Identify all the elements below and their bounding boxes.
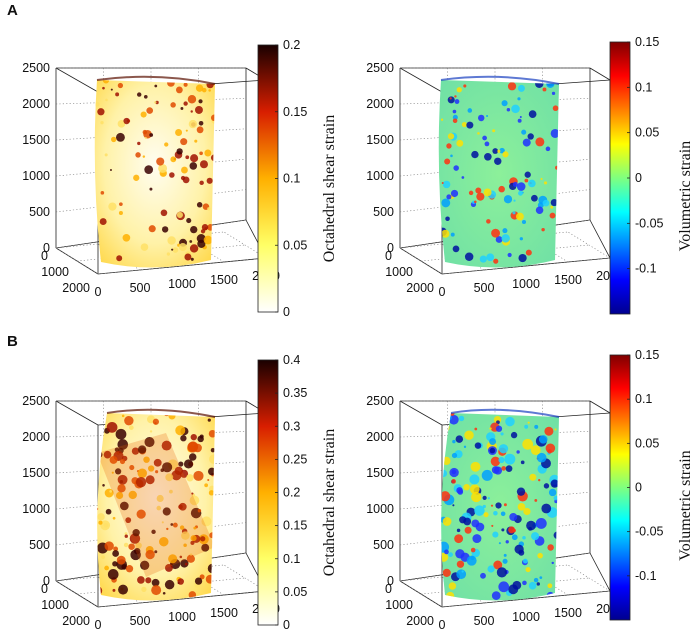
z-tick-label: 1500 bbox=[22, 133, 50, 147]
z-tick-label: 500 bbox=[29, 205, 50, 219]
colorbar-title: Volumetric strain bbox=[677, 141, 694, 251]
panel-label-a: A bbox=[7, 2, 18, 19]
colorbar-tick-label: 0.05 bbox=[635, 436, 659, 450]
z-tick-label: 1000 bbox=[22, 502, 50, 516]
y-tick-label: 1000 bbox=[41, 598, 69, 612]
subplot-0: 0 500 1000 1500 2000 2500 0 1000 2000 0 500 1000 150… bbox=[22, 38, 338, 319]
colorbar-tick-label: -0.1 bbox=[635, 262, 657, 276]
y-tick-label: 0 bbox=[41, 582, 48, 596]
colorbar-tick-label: 0.2 bbox=[283, 486, 300, 500]
z-tick-label: 1000 bbox=[366, 502, 394, 516]
z-tick-label: 1000 bbox=[22, 169, 50, 183]
z-tick-label: 1500 bbox=[22, 466, 50, 480]
colorbar-title: Octahedral shear strain bbox=[321, 115, 338, 262]
colorbar-tick-label: 0.3 bbox=[283, 419, 300, 433]
colorbar-tick-label: 0.05 bbox=[283, 238, 307, 252]
x-tick-label: 1500 bbox=[210, 273, 238, 287]
z-tick-label: 0 bbox=[387, 241, 394, 255]
x-tick-label: 1500 bbox=[554, 606, 582, 620]
x-tick-label: 1000 bbox=[512, 277, 540, 291]
z-tick-label: 2000 bbox=[366, 430, 394, 444]
x-tick-label: 1000 bbox=[512, 610, 540, 624]
colorbar-tick-label: 0.05 bbox=[283, 585, 307, 599]
z-tick-label: 1000 bbox=[366, 169, 394, 183]
x-tick-label: 500 bbox=[474, 614, 495, 628]
y-tick-label: 2000 bbox=[62, 614, 90, 628]
y-tick-label: 2000 bbox=[62, 281, 90, 295]
x-tick-label: 1500 bbox=[210, 606, 238, 620]
colorbar-title: Volumetric strain bbox=[677, 450, 694, 560]
specimen-volume bbox=[94, 80, 215, 268]
colorbar-title: Octahedral shear strain bbox=[321, 429, 338, 576]
z-tick-label: 2500 bbox=[366, 61, 394, 75]
subplot-3: 0 500 1000 1500 2000 2500 0 1000 2000 0 500 1000 150… bbox=[366, 348, 694, 629]
colorbar-tick-label: -0.1 bbox=[635, 569, 657, 583]
z-tick-label: 0 bbox=[387, 574, 394, 588]
x-tick-label: 500 bbox=[130, 614, 151, 628]
z-tick-label: 2500 bbox=[22, 61, 50, 75]
colorbar-tick-label: 0 bbox=[635, 171, 642, 185]
z-tick-label: 2000 bbox=[22, 430, 50, 444]
colorbar-tick-label: 0.15 bbox=[635, 348, 659, 362]
colorbar-tick-label: 0.15 bbox=[283, 105, 307, 119]
colorbar-tick-label: 0.4 bbox=[283, 353, 300, 367]
colorbar-tick-label: 0.35 bbox=[283, 386, 307, 400]
colorbar-tick-label: 0 bbox=[283, 618, 290, 629]
y-tick-label: 2000 bbox=[406, 281, 434, 295]
colorbar-tick-label: 0.05 bbox=[635, 126, 659, 140]
x-tick-label: 0 bbox=[439, 285, 446, 299]
x-tick-label: 500 bbox=[474, 281, 495, 295]
colorbar-tick-label: -0.05 bbox=[635, 216, 664, 230]
panel-label-b: B bbox=[7, 333, 18, 350]
strain-speckles bbox=[438, 80, 559, 264]
colorbar-tick-label: 0.1 bbox=[283, 552, 300, 566]
y-tick-label: 0 bbox=[41, 249, 48, 263]
colorbar-tick-label: 0.15 bbox=[283, 519, 307, 533]
strain-speckles bbox=[441, 413, 559, 601]
x-tick-label: 1000 bbox=[168, 610, 196, 624]
y-tick-label: 0 bbox=[385, 249, 392, 263]
z-tick-label: 1500 bbox=[366, 133, 394, 147]
y-tick-label: 2000 bbox=[406, 614, 434, 628]
colorbar-tick-label: 0.25 bbox=[283, 452, 307, 466]
z-tick-label: 0 bbox=[43, 241, 50, 255]
x-tick-label: 0 bbox=[439, 618, 446, 629]
y-tick-label: 1000 bbox=[385, 598, 413, 612]
z-tick-label: 500 bbox=[29, 538, 50, 552]
x-tick-label: 1000 bbox=[168, 277, 196, 291]
colorbar-tick-label: 0.1 bbox=[635, 392, 652, 406]
z-tick-label: 500 bbox=[373, 538, 394, 552]
colorbar-tick-label: 0 bbox=[635, 481, 642, 495]
y-tick-label: 1000 bbox=[41, 265, 69, 279]
z-tick-label: 2500 bbox=[366, 394, 394, 408]
x-tick-label: 500 bbox=[130, 281, 151, 295]
x-tick-label: 0 bbox=[95, 618, 102, 629]
colorbar-tick-label: -0.05 bbox=[635, 525, 664, 539]
colorbar-tick-label: 0.1 bbox=[283, 172, 300, 186]
colorbar-tick-label: 0.15 bbox=[635, 35, 659, 49]
z-tick-label: 500 bbox=[373, 205, 394, 219]
colorbar-tick-label: 0.2 bbox=[283, 38, 300, 52]
x-tick-label: 0 bbox=[95, 285, 102, 299]
z-tick-label: 2500 bbox=[22, 394, 50, 408]
subplot-1: 0 500 1000 1500 2000 2500 0 1000 2000 0 500 1000 150… bbox=[366, 35, 694, 315]
z-tick-label: 2000 bbox=[22, 97, 50, 111]
z-tick-label: 1500 bbox=[366, 466, 394, 480]
colorbar-tick-label: 0 bbox=[283, 305, 290, 319]
x-tick-label: 1500 bbox=[554, 273, 582, 287]
y-tick-label: 1000 bbox=[385, 265, 413, 279]
subplot-2: 0 500 1000 1500 2000 2500 0 1000 2000 0 500 1000 150… bbox=[22, 353, 338, 629]
colorbar-tick-label: 0.1 bbox=[635, 80, 652, 94]
z-tick-label: 0 bbox=[43, 574, 50, 588]
y-tick-label: 0 bbox=[385, 582, 392, 596]
z-tick-label: 2000 bbox=[366, 97, 394, 111]
